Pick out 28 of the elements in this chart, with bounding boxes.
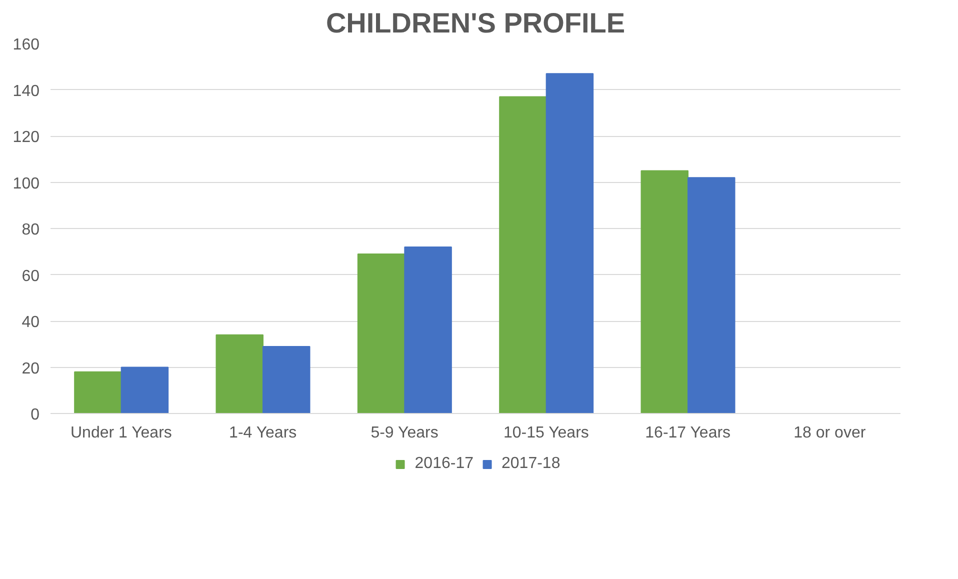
bar [688,177,736,414]
bar [546,73,594,414]
y-tick-label: 160 [12,36,40,54]
bar [216,334,264,414]
x-tick-label: 10-15 Years [503,424,589,442]
x-tick-label: 16-17 Years [645,424,731,442]
y-tick-label: 80 [22,222,40,238]
bar [262,346,310,414]
bar [499,96,547,414]
bar [357,253,406,414]
y-tick-label: 120 [12,129,40,146]
x-tick-label: 5-9 Years [370,424,438,442]
x-tick-label: 18 or over [794,424,866,442]
x-tick-label: Under 1 Years [70,424,172,442]
bar [74,371,122,414]
chart-title: CHILDREN'S PROFILE [326,8,626,38]
y-tick-label: 40 [22,314,40,331]
y-tick-label: 100 [12,175,40,192]
x-tick-label: 1-4 Years [229,424,297,442]
y-tick-label: 20 [22,360,40,378]
legend-label: 2016-17 [414,455,474,473]
legend-label: 2017-18 [502,455,560,473]
y-tick-label: 140 [12,82,40,100]
bar [640,170,688,414]
bar [120,366,169,414]
y-tick-label: 60 [22,268,40,285]
bar [404,246,452,414]
y-tick-label: 0 [30,406,40,424]
